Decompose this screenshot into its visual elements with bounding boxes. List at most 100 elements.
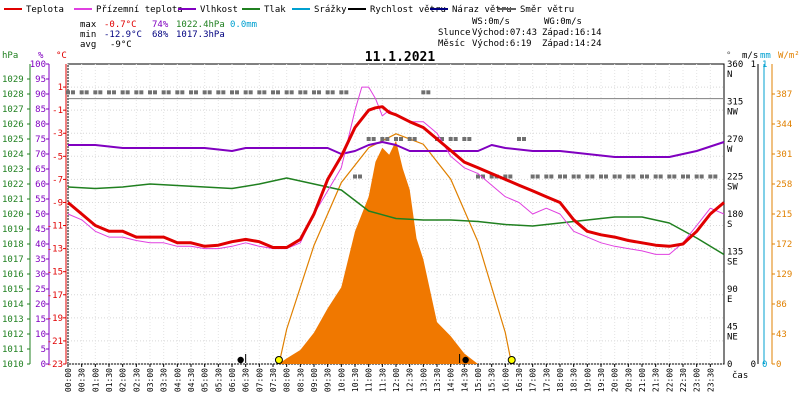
wind-direction-mark [180, 90, 185, 95]
wind-direction-mark [467, 137, 472, 141]
wind-direction-mark [325, 90, 330, 95]
wind-direction-mark [694, 174, 699, 179]
wind-direction-mark [353, 174, 357, 179]
tick-label-x: 18:30 [570, 368, 579, 392]
tick-label-hpa: 1029 [2, 75, 24, 85]
wind-direction-mark [658, 174, 663, 179]
tick-label-degc: -17 [47, 291, 63, 301]
tick-label-dir-compass: W [727, 145, 733, 155]
series-line-tlak [67, 177, 725, 256]
tick-label-wm2: 387 [776, 90, 792, 100]
legend-label: Vlhkost [200, 5, 238, 15]
tick-label-x: 04:00 [173, 368, 182, 392]
wind-direction-mark [112, 90, 116, 95]
tick-label-x: 13:00 [419, 368, 428, 392]
tick-label-x: 08:00 [283, 368, 292, 392]
tick-label-wm2: 344 [776, 120, 792, 130]
tick-label-pct: 100 [30, 60, 46, 70]
tick-label-pct: 95 [35, 75, 46, 85]
wind-direction-mark [284, 90, 289, 95]
wind-direction-mark [271, 90, 275, 95]
stat-max-hum: 74% [152, 20, 169, 30]
tick-label-x: 02:00 [119, 368, 128, 392]
tick-label-pct: 90 [35, 90, 46, 100]
wind-direction-mark [508, 174, 513, 179]
wind-direction-mark [522, 137, 526, 141]
wind-direction-mark [289, 90, 294, 95]
wind-direction-mark [535, 174, 540, 179]
wind-direction-mark [107, 90, 111, 95]
tick-label-hpa: 1021 [2, 195, 24, 205]
chart-title: 11.1.2021 [365, 50, 436, 65]
tick-label-hpa: 1012 [2, 330, 24, 340]
wind-direction-mark [339, 90, 344, 95]
wind-direction-mark [371, 137, 376, 141]
tick-label-x: 17:30 [542, 368, 551, 392]
tick-label-hpa: 1016 [2, 270, 24, 280]
tick-label-wm2: 0 [776, 360, 781, 370]
tick-label-x: 23:30 [706, 368, 715, 392]
legend: Teplota Přízemní teplota Vlhkost Tlak Srážky… [4, 5, 574, 15]
tick-label-x: 16:30 [515, 368, 524, 392]
wind-direction-mark [412, 137, 417, 141]
moonset-icon [462, 356, 469, 364]
wind-direction-mark [298, 90, 303, 95]
stat-wg: WG:0m/s [544, 17, 582, 27]
tick-label-hpa: 1028 [2, 90, 24, 100]
wind-direction-mark [576, 174, 581, 179]
wind-direction-mark [344, 90, 349, 95]
sunset-icon [507, 356, 516, 364]
wind-direction-mark [71, 90, 75, 95]
tick-label-degc: -13 [47, 245, 63, 255]
wind-direction-mark [276, 90, 280, 95]
tick-label-pct: 40 [35, 240, 46, 250]
tick-label-dir: 225 [727, 173, 743, 183]
stat-sunrise: Východ:07:43 [472, 28, 537, 38]
tick-label-hpa: 1017 [2, 255, 24, 265]
wind-direction-mark [440, 137, 444, 141]
tick-label-x: 15:00 [474, 368, 483, 392]
stat-min-press: 1017.3hPa [176, 30, 225, 40]
tick-label-ms: 1 [751, 60, 756, 70]
tick-label-x: 22:30 [679, 368, 688, 392]
wind-direction-mark [248, 90, 253, 95]
tick-label-pct: 50 [35, 210, 46, 220]
tick-label-hpa: 1011 [2, 345, 24, 355]
stat-max-label: max [80, 20, 97, 30]
wind-direction-mark [303, 90, 308, 95]
wind-direction-mark [599, 174, 603, 179]
tick-label-mm: 0 [762, 360, 767, 370]
tick-label-x: 01:00 [91, 368, 100, 392]
stat-min-hum: 68% [152, 30, 169, 40]
wind-direction-mark [563, 174, 567, 179]
wind-direction-mark [653, 174, 658, 179]
stat-avg-label: avg [80, 40, 96, 50]
tick-label-wm2: 43 [776, 330, 787, 340]
tick-label-x: 10:30 [351, 368, 360, 392]
wind-direction-mark [317, 90, 321, 95]
axis-title-wm2: W/m² [778, 51, 800, 61]
tick-label-x: 17:00 [529, 368, 538, 392]
series-line-p-zemn-teplota [67, 86, 725, 255]
tick-label-x: 08:30 [296, 368, 305, 392]
tick-label-x: 12:00 [392, 368, 401, 392]
tick-label-x: 13:30 [433, 368, 442, 392]
tick-label-pct: 35 [35, 255, 46, 265]
moonrise-icon [237, 356, 244, 364]
tick-label-x: 04:30 [187, 368, 196, 392]
legend-label: Rychlost větru [370, 5, 446, 15]
tick-label-dir-compass: NW [727, 108, 738, 118]
wind-direction-mark [380, 137, 385, 141]
tick-label-x: 18:00 [556, 368, 565, 392]
tick-label-dir: 45 [727, 323, 738, 333]
tick-label-x: 12:30 [406, 368, 415, 392]
tick-label-degc: -1 [52, 106, 63, 116]
tick-label-dir: 90 [727, 285, 738, 295]
tick-label-hpa: 1027 [2, 105, 24, 115]
wind-direction-mark [207, 90, 212, 95]
wind-direction-mark [549, 174, 554, 179]
wind-direction-mark [612, 174, 617, 179]
tick-label-hpa: 1026 [2, 120, 24, 130]
tick-label-dir-compass: SE [727, 258, 738, 268]
